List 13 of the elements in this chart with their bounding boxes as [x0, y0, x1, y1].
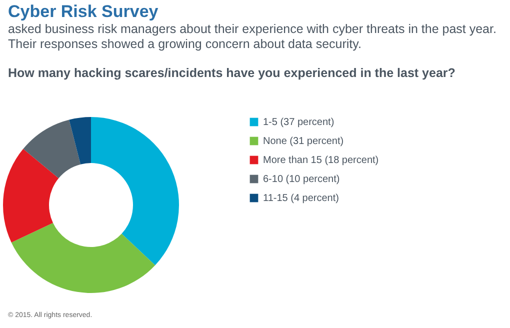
chart-subtitle: asked business risk managers about their experience with cyber threats in the past year. Their responses showed a growing concern about data security.	[8, 22, 498, 52]
donut-slice	[11, 222, 156, 293]
legend-label: 11-15 (4 percent)	[263, 193, 339, 204]
donut-slice	[3, 148, 59, 242]
text: How many hacking scares/incidents have you experienced in the last year?	[8, 66, 456, 80]
donut-slice	[23, 120, 81, 178]
legend-label: 1-5 (37 percent)	[263, 117, 334, 128]
donut-slice	[69, 117, 91, 164]
donut-slice	[91, 117, 179, 266]
legend-label: None (31 percent)	[263, 136, 344, 147]
chart-title: Cyber Risk Survey	[8, 2, 158, 22]
legend-label: More than 15 (18 percent)	[263, 155, 379, 166]
legend-label: 6-10 (10 percent)	[263, 174, 340, 185]
